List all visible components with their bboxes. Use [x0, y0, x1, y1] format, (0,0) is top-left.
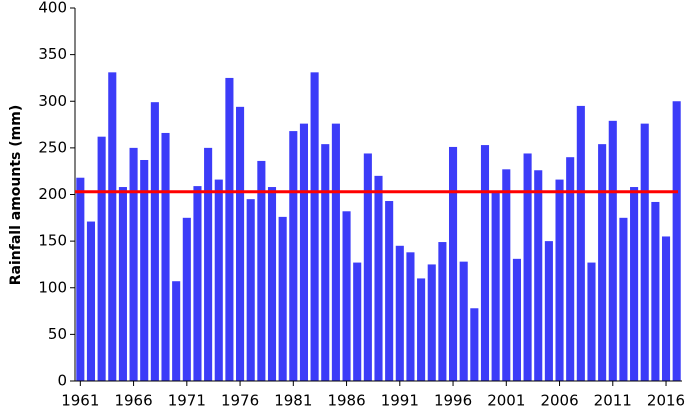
bar — [630, 187, 639, 381]
x-tick-label: 1966 — [114, 392, 152, 410]
bar — [587, 262, 596, 381]
y-tick-label: 50 — [48, 325, 67, 343]
x-tick-label: 2016 — [647, 392, 685, 410]
x-tick-label: 1981 — [274, 392, 312, 410]
y-tick-label: 400 — [38, 0, 67, 17]
x-tick-label: 1961 — [61, 392, 99, 410]
x-tick-label: 1991 — [381, 392, 419, 410]
bar — [502, 169, 511, 381]
bar — [310, 72, 319, 381]
bar — [470, 308, 479, 381]
bar — [576, 105, 585, 381]
x-tick-label: 2006 — [540, 392, 578, 410]
bar — [523, 153, 532, 381]
bar — [193, 186, 202, 381]
y-axis-label: Rainfall amounts (mm) — [8, 105, 24, 285]
bar — [331, 123, 340, 381]
bar — [204, 147, 213, 381]
bar — [299, 123, 309, 381]
x-tick-label: 1986 — [327, 392, 365, 410]
bar — [236, 106, 245, 381]
bar — [459, 261, 468, 381]
bar — [374, 175, 383, 381]
bar — [385, 201, 394, 381]
bar — [417, 278, 426, 381]
bar — [598, 144, 607, 381]
bar — [544, 241, 553, 381]
bar — [353, 262, 362, 381]
bar — [480, 145, 490, 381]
bar — [661, 236, 671, 381]
bar — [172, 281, 181, 381]
x-tick-label: 1971 — [168, 392, 206, 410]
bar — [406, 252, 415, 381]
bar — [267, 187, 277, 381]
y-tick-label: 0 — [57, 372, 67, 390]
bar — [512, 258, 521, 381]
bar — [491, 192, 500, 381]
x-tick-label: 2001 — [487, 392, 525, 410]
bar — [619, 217, 628, 381]
y-tick-label: 250 — [38, 138, 67, 156]
bar — [342, 211, 351, 381]
bar — [129, 147, 138, 381]
y-tick-label: 200 — [38, 185, 67, 203]
bar — [108, 72, 117, 381]
bar — [534, 170, 543, 381]
bar — [438, 242, 447, 381]
bar — [246, 199, 255, 381]
x-tick-label: 2011 — [594, 392, 632, 410]
x-tick-label: 1976 — [221, 392, 259, 410]
y-tick-label: 100 — [38, 278, 67, 296]
bar — [76, 177, 85, 381]
bar — [566, 157, 575, 381]
bar — [640, 123, 649, 381]
bar — [278, 216, 287, 381]
bar — [448, 146, 458, 381]
bar — [555, 179, 564, 381]
bar — [140, 159, 149, 381]
y-tick-label: 350 — [38, 45, 67, 63]
bar — [225, 77, 234, 381]
bar — [608, 120, 617, 382]
y-tick-label: 150 — [38, 232, 67, 250]
bar — [427, 264, 436, 381]
bar — [289, 131, 298, 381]
x-tick-label: 1996 — [434, 392, 472, 410]
bar — [118, 187, 127, 381]
bar — [214, 179, 223, 381]
bar — [321, 144, 330, 381]
bar — [257, 160, 266, 381]
bar — [97, 136, 106, 381]
bar — [363, 153, 372, 381]
bar — [395, 245, 404, 381]
y-tick-label: 300 — [38, 92, 67, 110]
bar — [182, 217, 191, 381]
bar — [161, 132, 170, 381]
bar — [672, 101, 681, 381]
bar — [150, 102, 159, 382]
bar — [651, 201, 660, 381]
bar — [86, 221, 96, 381]
